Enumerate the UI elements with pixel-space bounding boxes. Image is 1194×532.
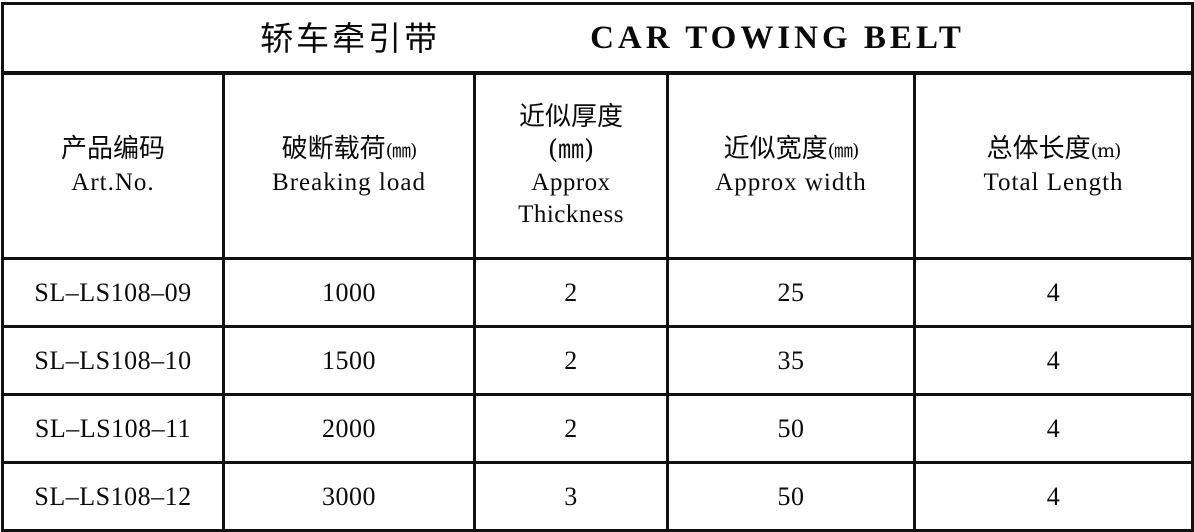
column-header-total-length-chinese: 总体长度(m) (986, 133, 1122, 166)
column-header-approx-thickness-english-2: Thickness (518, 201, 624, 229)
column-header-art-no: 产品编码 Art.No. (1, 71, 225, 260)
header-stack: 总体长度(m) Total Length (920, 133, 1187, 198)
column-header-art-no-chinese: 产品编码 (60, 134, 165, 165)
table-title-row: 轿车牵引带 CAR TOWING BELT (0, 2, 1194, 75)
column-header-breaking-load: 破断载荷(㎜) Breaking load (222, 71, 476, 260)
header-cn-text: 近似宽度 (723, 134, 828, 165)
column-header-approx-thickness-chinese: 近似厚度 (518, 101, 623, 132)
title-chinese: 轿车牵引带 (260, 18, 441, 58)
header-unit: (㎜) (827, 140, 860, 163)
cell-breaking-load: 1000 (222, 257, 476, 328)
cell-total-length: 4 (912, 393, 1194, 464)
cell-art-no: SL–LS108–10 (1, 325, 225, 396)
column-header-art-no-english: Art.No. (71, 168, 155, 196)
cell-total-length: 4 (912, 325, 1194, 396)
column-header-approx-width: 近似宽度(㎜) Approx width (666, 71, 916, 260)
cell-approx-width: 50 (666, 461, 916, 532)
cell-approx-thickness: 2 (473, 257, 669, 328)
cell-breaking-load: 3000 (222, 461, 476, 532)
header-cn-text: 破断载荷 (281, 134, 386, 165)
cell-art-no: SL–LS108–11 (1, 393, 225, 464)
cell-approx-thickness: 3 (473, 461, 669, 532)
cell-total-length: 4 (912, 461, 1194, 532)
column-header-approx-thickness-unit: (㎜) (547, 135, 595, 165)
table-row: SL–LS108–11 2000 2 50 4 (1, 393, 1194, 464)
title-wrapper: 轿车牵引带 CAR TOWING BELT (4, 5, 1191, 71)
cell-total-length: 4 (912, 257, 1194, 328)
title-cell: 轿车牵引带 CAR TOWING BELT (0, 2, 1194, 75)
header-stack: 产品编码 Art.No. (8, 133, 218, 198)
table-row: SL–LS108–12 3000 3 50 4 (1, 461, 1194, 532)
cell-art-no: SL–LS108–09 (1, 257, 225, 328)
cell-art-no: SL–LS108–12 (1, 461, 225, 532)
header-stack: 近似厚度 (㎜) Approx Thickness (480, 101, 662, 232)
cell-approx-thickness: 2 (473, 325, 669, 396)
table-header-row: 产品编码 Art.No. 破断载荷(㎜) Breaking load 近似厚度 … (1, 71, 1194, 260)
column-header-approx-width-chinese: 近似宽度(㎜) (723, 133, 860, 166)
table-row: SL–LS108–10 1500 2 35 4 (1, 325, 1194, 396)
table-row: SL–LS108–09 1000 2 25 4 (1, 257, 1194, 328)
column-header-total-length: 总体长度(m) Total Length (912, 71, 1194, 260)
title-english: CAR TOWING BELT (590, 19, 965, 56)
column-header-total-length-english: Total Length (983, 168, 1124, 196)
header-stack: 近似宽度(㎜) Approx width (673, 133, 909, 198)
cell-approx-width: 35 (666, 325, 916, 396)
header-cn-text: 总体长度 (986, 134, 1091, 165)
header-unit: (㎜) (385, 140, 418, 163)
header-stack: 破断载荷(㎜) Breaking load (229, 133, 469, 198)
cell-breaking-load: 1500 (222, 325, 476, 396)
column-header-breaking-load-english: Breaking load (272, 168, 426, 196)
column-header-approx-thickness: 近似厚度 (㎜) Approx Thickness (473, 71, 669, 260)
header-unit: (m) (1090, 140, 1122, 163)
column-header-breaking-load-chinese: 破断载荷(㎜) (281, 133, 418, 166)
cell-approx-width: 50 (666, 393, 916, 464)
cell-breaking-load: 2000 (222, 393, 476, 464)
cell-approx-thickness: 2 (473, 393, 669, 464)
cell-approx-width: 25 (666, 257, 916, 328)
column-header-approx-width-english: Approx width (715, 168, 867, 196)
column-header-approx-thickness-english-1: Approx (531, 169, 611, 197)
